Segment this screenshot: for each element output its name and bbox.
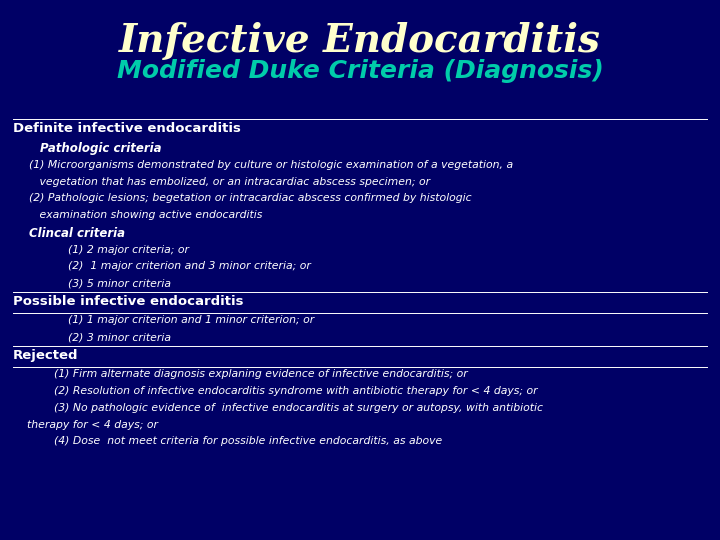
- Text: (1) Microorganisms demonstrated by culture or histologic examination of a vegeta: (1) Microorganisms demonstrated by cultu…: [29, 160, 513, 170]
- Text: Definite infective endocarditis: Definite infective endocarditis: [13, 122, 240, 134]
- Text: (2) Pathologic lesions; begetation or intracardiac abscess confirmed by histolog: (2) Pathologic lesions; begetation or in…: [29, 193, 472, 204]
- Text: (1) 1 major criterion and 1 minor criterion; or: (1) 1 major criterion and 1 minor criter…: [54, 315, 314, 326]
- Text: (2)  1 major criterion and 3 minor criteria; or: (2) 1 major criterion and 3 minor criter…: [54, 261, 311, 272]
- Text: Pathologic criteria: Pathologic criteria: [40, 142, 161, 155]
- Text: therapy for < 4 days; or: therapy for < 4 days; or: [13, 420, 158, 430]
- Text: (2) Resolution of infective endocarditis syndrome with antibiotic therapy for < : (2) Resolution of infective endocarditis…: [40, 386, 537, 396]
- Text: Clincal criteria: Clincal criteria: [29, 227, 125, 240]
- Text: examination showing active endocarditis: examination showing active endocarditis: [29, 210, 262, 220]
- Text: (4) Dose  not meet criteria for possible infective endocarditis, as above: (4) Dose not meet criteria for possible …: [40, 436, 442, 447]
- Text: (2) 3 minor criteria: (2) 3 minor criteria: [54, 332, 171, 342]
- Text: Rejected: Rejected: [13, 349, 78, 362]
- Text: Modified Duke Criteria (Diagnosis): Modified Duke Criteria (Diagnosis): [117, 59, 603, 83]
- Text: Infective Endocarditis: Infective Endocarditis: [119, 22, 601, 59]
- Text: (3) 5 minor criteria: (3) 5 minor criteria: [54, 278, 171, 288]
- Text: Possible infective endocarditis: Possible infective endocarditis: [13, 295, 243, 308]
- Text: (1) Firm alternate diagnosis explaning evidence of infective endocarditis; or: (1) Firm alternate diagnosis explaning e…: [40, 369, 467, 380]
- Text: vegetation that has embolized, or an intracardiac abscess specimen; or: vegetation that has embolized, or an int…: [29, 177, 430, 187]
- Text: (1) 2 major criteria; or: (1) 2 major criteria; or: [54, 245, 189, 255]
- Text: (3) No pathologic evidence of  infective endocarditis at surgery or autopsy, wit: (3) No pathologic evidence of infective …: [40, 403, 543, 413]
